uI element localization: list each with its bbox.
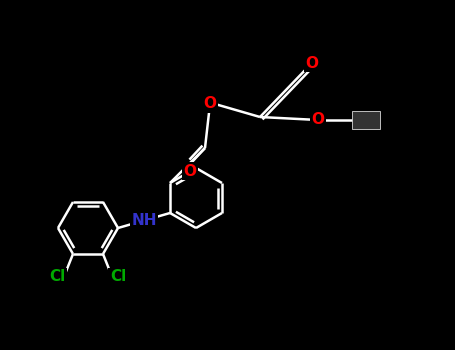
Text: Cl: Cl — [110, 270, 126, 285]
Text: O: O — [203, 97, 217, 112]
Text: O: O — [312, 112, 324, 127]
Text: Cl: Cl — [49, 270, 65, 285]
FancyBboxPatch shape — [352, 111, 380, 129]
Text: O: O — [305, 56, 318, 70]
Text: O: O — [183, 163, 197, 178]
Text: NH: NH — [131, 213, 157, 228]
